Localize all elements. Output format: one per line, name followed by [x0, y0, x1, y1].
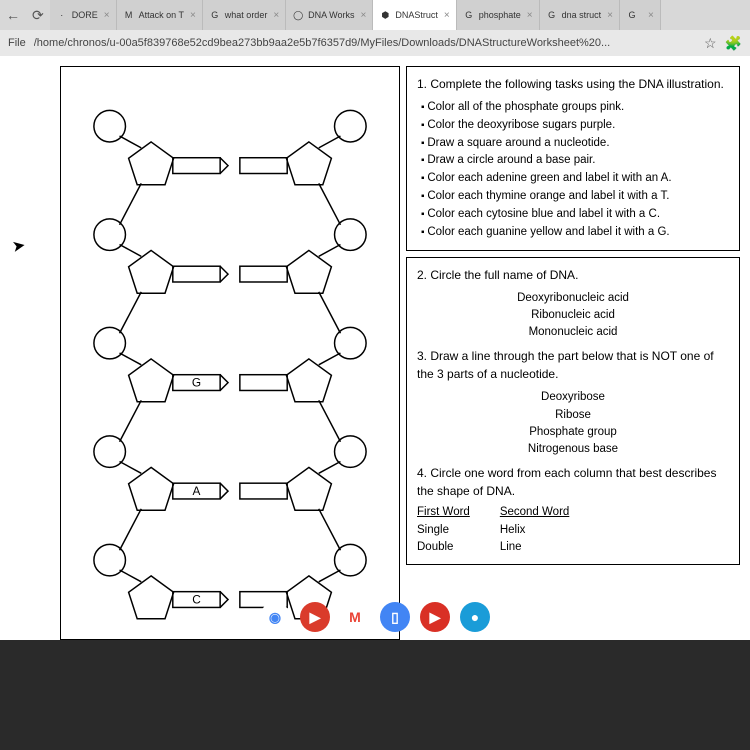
- bookmark-star-icon[interactable]: ☆: [704, 35, 717, 52]
- option-text: Single: [417, 522, 470, 539]
- browser-tab-strip: ← ⟳ · DORE × M Attack on T × Gwhat order × ◯ DNA …: [0, 0, 750, 30]
- tab-close-icon[interactable]: ×: [104, 10, 110, 21]
- option-text: Phosphate group: [417, 424, 729, 441]
- tab-close-icon[interactable]: ×: [190, 10, 196, 21]
- tab-close-icon[interactable]: ×: [273, 10, 279, 21]
- question-1-title: 1. Complete the following tasks using th…: [417, 75, 729, 93]
- browser-tab[interactable]: Gphosphate ×: [457, 0, 540, 30]
- browser-tab[interactable]: Gwhat order ×: [203, 0, 286, 30]
- task-item: Draw a square around a nucleotide.: [421, 135, 729, 153]
- back-button[interactable]: ←: [0, 7, 26, 23]
- tab-title: phosphate: [479, 10, 521, 20]
- tab-favicon-icon: ·: [56, 9, 68, 21]
- question-4-col1: First Word SingleDouble: [417, 504, 470, 556]
- tab-favicon-icon: ⬢: [379, 9, 391, 21]
- question-2-title: 2. Circle the full name of DNA.: [417, 266, 729, 284]
- option-text: Ribose: [417, 407, 729, 424]
- task-item: Draw a circle around a base pair.: [421, 152, 729, 170]
- task-item: Color each thymine orange and label it w…: [421, 188, 729, 206]
- tab-close-icon[interactable]: ×: [361, 10, 367, 21]
- screen: ← ⟳ · DORE × M Attack on T × Gwhat order × ◯ DNA …: [0, 0, 750, 640]
- taskbar-app-icon[interactable]: ◉: [260, 602, 290, 632]
- option-text: Mononucleic acid: [417, 324, 729, 341]
- url-scheme-label: File: [8, 37, 26, 49]
- option-text: Nitrogenous base: [417, 441, 729, 458]
- url-text[interactable]: /home/chronos/u-00a5f839768e52cd9bea273b…: [34, 37, 696, 49]
- worksheet: GAC 1. Complete the following tasks usin…: [60, 66, 740, 640]
- question-4-columns: First Word SingleDouble Second Word Heli…: [417, 504, 729, 556]
- tab-favicon-icon: G: [209, 9, 221, 21]
- dna-diagram-svg: GAC: [61, 67, 399, 639]
- question-4-col2: Second Word HelixLine: [500, 504, 569, 556]
- option-text: Deoxyribose: [417, 389, 729, 406]
- tab-close-icon[interactable]: ×: [607, 10, 613, 21]
- option-text: Deoxyribonucleic acid: [417, 290, 729, 307]
- taskbar-app-icon[interactable]: M: [340, 602, 370, 632]
- option-text: Helix: [500, 522, 569, 539]
- option-text: Line: [500, 539, 569, 556]
- svg-text:G: G: [192, 376, 201, 390]
- browser-tab[interactable]: ⬢ DNAStruct ×: [373, 0, 456, 30]
- tab-close-icon[interactable]: ×: [444, 10, 450, 21]
- tab-favicon-icon: G: [463, 9, 475, 21]
- tab-title: DORE: [72, 10, 98, 20]
- tab-list: · DORE × M Attack on T × Gwhat order × ◯ DNA Work…: [50, 0, 750, 30]
- task-item: Color each guanine yellow and label it w…: [421, 224, 729, 242]
- extensions-icon[interactable]: 🧩: [725, 35, 742, 52]
- questions-2-4-box: 2. Circle the full name of DNA. Deoxyrib…: [406, 257, 740, 566]
- question-1-box: 1. Complete the following tasks using th…: [406, 66, 740, 251]
- question-4-col2-head: Second Word: [500, 504, 569, 521]
- question-2-options: Deoxyribonucleic acidRibonucleic acidMon…: [417, 290, 729, 342]
- tab-close-icon[interactable]: ×: [527, 10, 533, 21]
- task-item: Color the deoxyribose sugars purple.: [421, 117, 729, 135]
- tab-close-icon[interactable]: ×: [648, 10, 654, 21]
- questions-column: 1. Complete the following tasks using th…: [406, 66, 740, 640]
- tab-title: DNAStruct: [395, 10, 438, 20]
- question-4-title: 4. Circle one word from each column that…: [417, 464, 729, 500]
- tab-favicon-icon: G: [546, 9, 558, 21]
- taskbar-app-icon[interactable]: ▶: [420, 602, 450, 632]
- browser-tab[interactable]: · DORE ×: [50, 0, 117, 30]
- tab-title: Attack on T: [139, 10, 184, 20]
- browser-tab[interactable]: G×: [620, 0, 661, 30]
- laptop-bezel: [0, 640, 750, 750]
- browser-tab[interactable]: M Attack on T ×: [117, 0, 203, 30]
- taskbar-app-icon[interactable]: ▶: [300, 602, 330, 632]
- browser-tab[interactable]: Gdna struct ×: [540, 0, 620, 30]
- url-bar: File /home/chronos/u-00a5f839768e52cd9be…: [0, 30, 750, 56]
- task-item: Color each adenine green and label it wi…: [421, 170, 729, 188]
- reload-button[interactable]: ⟳: [26, 7, 50, 24]
- question-4-col1-head: First Word: [417, 504, 470, 521]
- tab-title: what order: [225, 10, 268, 20]
- browser-tab[interactable]: ◯ DNA Works ×: [286, 0, 373, 30]
- task-item: Color each cytosine blue and label it wi…: [421, 206, 729, 224]
- taskbar-app-icon[interactable]: ▯: [380, 602, 410, 632]
- tab-title: dna struct: [562, 10, 602, 20]
- tab-favicon-icon: G: [626, 9, 638, 21]
- task-item: Color all of the phosphate groups pink.: [421, 99, 729, 117]
- question-3-title: 3. Draw a line through the part below th…: [417, 347, 729, 383]
- tab-title: DNA Works: [308, 10, 354, 20]
- question-1-list: Color all of the phosphate groups pink.C…: [417, 99, 729, 242]
- dna-diagram-box: GAC: [60, 66, 400, 640]
- taskbar-app-icon[interactable]: ●: [460, 602, 490, 632]
- option-text: Ribonucleic acid: [417, 307, 729, 324]
- svg-text:A: A: [193, 484, 201, 498]
- page-content: ➤ GAC 1. Complete the following tasks us…: [0, 56, 750, 640]
- question-3-options: DeoxyriboseRibosePhosphate groupNitrogen…: [417, 389, 729, 458]
- tab-favicon-icon: ◯: [292, 9, 304, 21]
- tab-favicon-icon: M: [123, 9, 135, 21]
- taskbar: ◉ ▶ M ▯ ▶ ●: [0, 598, 750, 636]
- mouse-cursor-icon: ➤: [10, 235, 27, 257]
- option-text: Double: [417, 539, 470, 556]
